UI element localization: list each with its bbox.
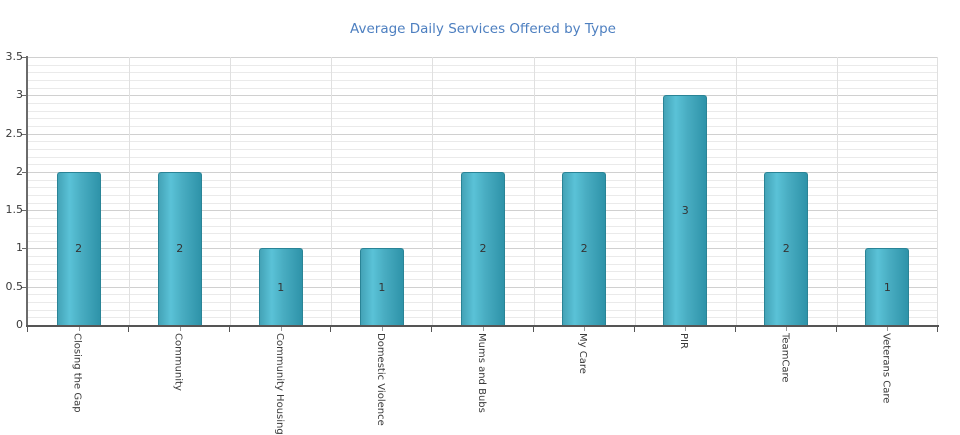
y-axis-tick: [22, 57, 26, 58]
gridline-vertical: [534, 57, 535, 325]
gridline-vertical: [331, 57, 332, 325]
x-tick-label: Closing the Gap: [71, 333, 83, 413]
gridline-minor: [28, 125, 938, 127]
chart-title: Average Daily Services Offered by Type: [350, 21, 616, 37]
gridline-major: [28, 57, 938, 58]
gridline-major: [28, 133, 938, 135]
x-axis-boundary-tick: [330, 327, 331, 332]
y-tick-label: 2.5: [5, 126, 24, 140]
x-axis-center-tick: [79, 327, 80, 331]
x-tick-label: My Care: [577, 333, 589, 374]
gridline-vertical: [837, 57, 838, 325]
gridline-minor: [28, 80, 938, 81]
x-axis-boundary-tick: [634, 327, 635, 332]
gridline-vertical: [635, 57, 636, 325]
gridline-vertical: [129, 57, 130, 325]
gridline-minor: [28, 164, 938, 166]
y-tick-label: 1: [16, 241, 23, 255]
bar-community[interactable]: 2: [157, 171, 202, 325]
bar-value-label: 1: [277, 280, 285, 294]
bar-community-housing[interactable]: 1: [258, 248, 303, 325]
x-tick-label: Domestic Violence: [374, 333, 386, 426]
plot-area: 2 2 1 1 2 2 3 2 1: [28, 57, 938, 325]
bar-value-label: 2: [75, 242, 83, 256]
gridline-minor: [28, 87, 938, 89]
bar-domestic-violence[interactable]: 1: [359, 248, 404, 325]
gridline-vertical: [937, 57, 938, 325]
x-axis-boundary-tick: [735, 327, 736, 332]
y-tick-label: 3.5: [5, 50, 24, 63]
x-axis-center-tick: [887, 327, 888, 331]
x-axis-center-tick: [281, 327, 282, 331]
bar-value-label: 2: [580, 242, 588, 256]
x-axis-center-tick: [786, 327, 787, 331]
x-tick-label: Community Housing: [273, 333, 285, 435]
gridline-vertical: [736, 57, 737, 325]
bar-my-care[interactable]: 2: [562, 171, 607, 325]
x-axis-center-tick: [180, 327, 181, 331]
gridline-major: [28, 95, 938, 97]
y-tick-label: 1.5: [5, 203, 24, 217]
x-tick-label: Community: [172, 333, 184, 391]
gridline-minor: [28, 141, 938, 143]
y-axis-tick: [22, 248, 26, 250]
gridline-minor: [28, 102, 938, 104]
x-axis-center-tick: [584, 327, 585, 331]
y-axis-tick: [22, 133, 26, 135]
gridline-minor: [28, 148, 938, 150]
y-axis-tick: [22, 210, 26, 212]
gridline-minor: [28, 64, 938, 66]
y-tick-label: 0.5: [5, 279, 24, 293]
bar-closing-the-gap[interactable]: 2: [56, 171, 101, 325]
bar-value-label: 1: [883, 280, 891, 294]
y-tick-label: 2: [16, 164, 23, 178]
y-tick-label: 3: [16, 88, 23, 102]
bar-teamcare[interactable]: 2: [764, 171, 809, 325]
bar-mums-and-bubs[interactable]: 2: [461, 171, 505, 325]
bar-value-label: 3: [681, 204, 689, 218]
bar-value-label: 1: [378, 280, 386, 294]
x-axis-line: [26, 325, 939, 327]
gridline-minor: [28, 156, 938, 158]
x-axis-center-tick: [483, 327, 484, 331]
x-axis-center-tick: [685, 327, 686, 331]
bar-pir[interactable]: 3: [663, 95, 708, 325]
gridline-minor: [28, 110, 938, 112]
x-tick-label: PIR: [678, 333, 690, 349]
x-axis-boundary-tick: [431, 327, 432, 332]
x-axis-boundary-tick: [533, 327, 534, 332]
x-tick-label: TeamCare: [779, 333, 791, 383]
gridline-minor: [28, 72, 938, 74]
y-axis-tick: [22, 171, 26, 173]
bar-veterans-care[interactable]: 1: [865, 248, 910, 325]
x-axis-boundary-tick: [836, 327, 837, 332]
y-tick-label: 0: [16, 318, 23, 331]
x-axis-boundary-tick: [27, 327, 28, 332]
bar-value-label: 2: [176, 242, 184, 256]
x-tick-label: Veterans Care: [880, 333, 892, 404]
y-axis-tick: [22, 95, 26, 97]
gridline-vertical: [432, 57, 433, 325]
y-axis-line: [26, 56, 28, 327]
gridline-minor: [28, 118, 938, 120]
bar-value-label: 2: [479, 242, 487, 256]
x-tick-label: Mums and Bubs: [476, 333, 487, 413]
bar-value-label: 2: [782, 242, 790, 256]
x-axis-boundary-tick: [937, 327, 938, 332]
x-axis-boundary-tick: [229, 327, 230, 332]
x-axis-center-tick: [382, 327, 383, 331]
gridline-vertical: [230, 57, 231, 325]
y-axis-tick: [22, 286, 26, 288]
x-axis-boundary-tick: [128, 327, 129, 332]
